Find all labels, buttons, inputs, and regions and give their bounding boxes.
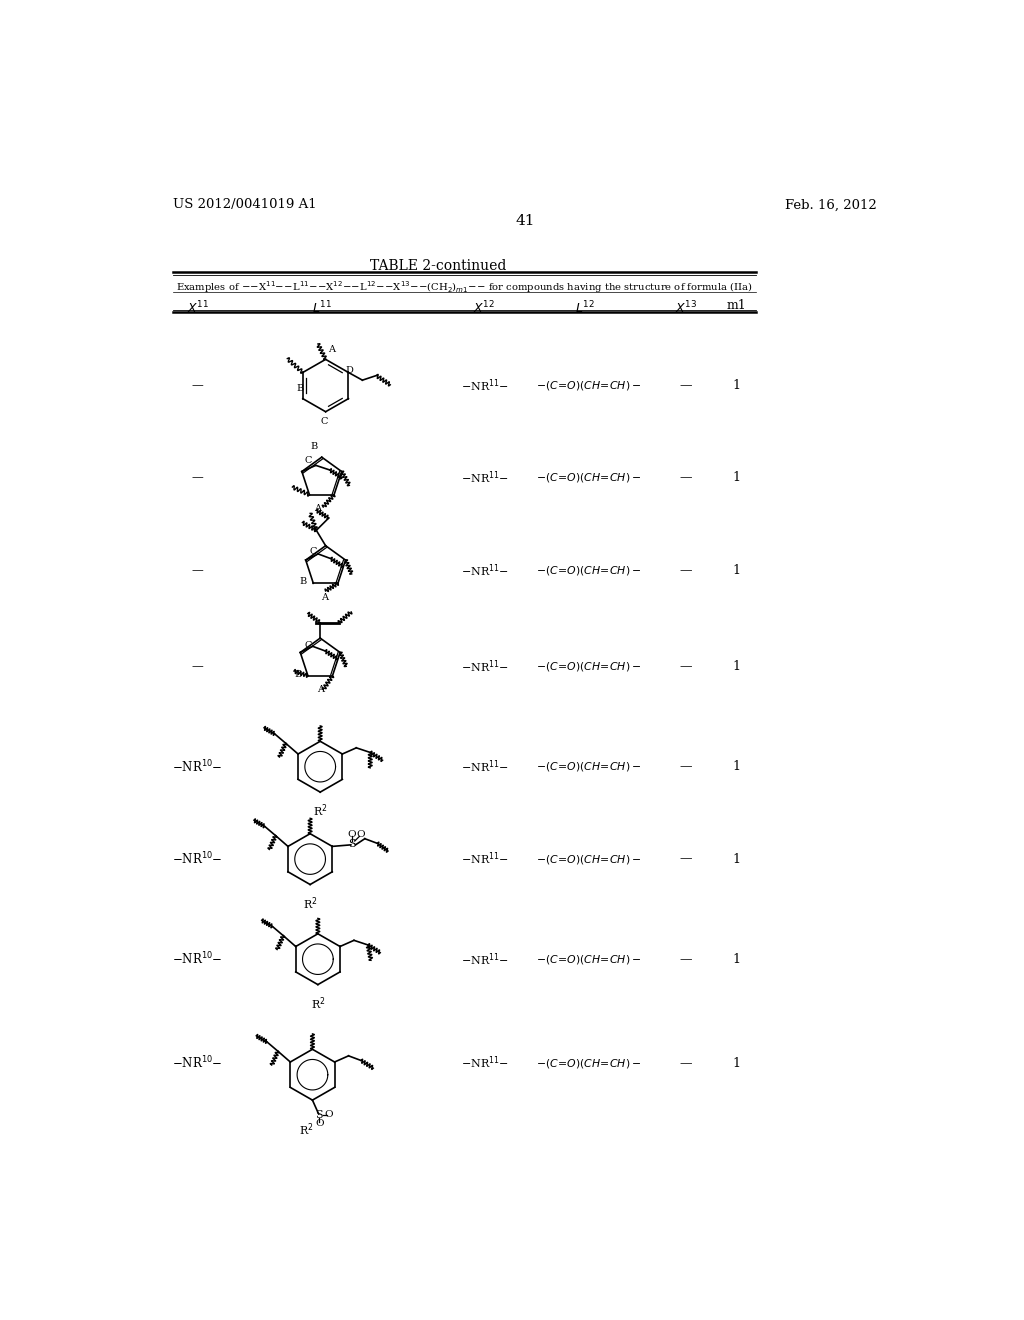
Text: A: A [316, 685, 324, 694]
Text: $-(C\!=\!O)(CH\!=\!CH)-$: $-(C\!=\!O)(CH\!=\!CH)-$ [537, 1056, 642, 1069]
Text: —: — [680, 564, 692, 577]
Text: A: A [314, 504, 322, 513]
Text: S: S [315, 1110, 324, 1119]
Text: B: B [300, 577, 307, 586]
Text: $L^{11}$: $L^{11}$ [311, 300, 332, 315]
Text: —: — [680, 1056, 692, 1069]
Text: US 2012/0041019 A1: US 2012/0041019 A1 [173, 198, 316, 211]
Text: $-(C\!=\!O)(CH\!=\!CH)-$: $-(C\!=\!O)(CH\!=\!CH)-$ [537, 379, 642, 392]
Text: —: — [191, 379, 204, 392]
Text: —: — [680, 660, 692, 673]
Text: R$^2$: R$^2$ [299, 1122, 313, 1138]
Text: O: O [325, 1110, 333, 1119]
Text: $X^{11}$: $X^{11}$ [186, 300, 209, 315]
Text: $-$NR$^{11}$$-$: $-$NR$^{11}$$-$ [461, 470, 509, 486]
Text: $L^{12}$: $L^{12}$ [575, 300, 595, 315]
Text: —: — [680, 853, 692, 866]
Text: 1: 1 [732, 853, 740, 866]
Text: $-(C\!=\!O)(CH\!=\!CH)-$: $-(C\!=\!O)(CH\!=\!CH)-$ [537, 471, 642, 484]
Text: A: A [321, 593, 328, 602]
Text: m1: m1 [726, 300, 746, 313]
Text: C: C [304, 457, 311, 466]
Text: $-(C\!=\!O)(CH\!=\!CH)-$: $-(C\!=\!O)(CH\!=\!CH)-$ [537, 853, 642, 866]
Text: 1: 1 [732, 660, 740, 673]
Text: $-$NR$^{10}$$-$: $-$NR$^{10}$$-$ [172, 851, 223, 867]
Text: $X^{12}$: $X^{12}$ [473, 300, 496, 315]
Text: $-$NR$^{11}$$-$: $-$NR$^{11}$$-$ [461, 950, 509, 968]
Text: $-(C\!=\!O)(CH\!=\!CH)-$: $-(C\!=\!O)(CH\!=\!CH)-$ [537, 564, 642, 577]
Text: 1: 1 [732, 471, 740, 484]
Text: A: A [329, 345, 335, 354]
Text: —: — [191, 564, 204, 577]
Text: —: — [191, 471, 204, 484]
Text: O: O [315, 1119, 324, 1129]
Text: C: C [304, 642, 311, 651]
Text: C: C [321, 417, 328, 426]
Text: R$^2$: R$^2$ [313, 803, 328, 820]
Text: —: — [191, 660, 204, 673]
Text: $-$NR$^{10}$$-$: $-$NR$^{10}$$-$ [172, 950, 223, 968]
Text: $-$NR$^{11}$$-$: $-$NR$^{11}$$-$ [461, 851, 509, 867]
Text: $-$NR$^{11}$$-$: $-$NR$^{11}$$-$ [461, 378, 509, 393]
Text: B: B [295, 669, 302, 678]
Text: —: — [680, 379, 692, 392]
Text: $-$NR$^{11}$$-$: $-$NR$^{11}$$-$ [461, 562, 509, 578]
Text: Feb. 16, 2012: Feb. 16, 2012 [785, 198, 877, 211]
Text: 1: 1 [732, 953, 740, 966]
Text: $-$NR$^{11}$$-$: $-$NR$^{11}$$-$ [461, 659, 509, 675]
Text: O: O [356, 829, 366, 838]
Text: $-$NR$^{11}$$-$: $-$NR$^{11}$$-$ [461, 759, 509, 775]
Text: —: — [680, 471, 692, 484]
Text: R$^2$: R$^2$ [303, 895, 317, 912]
Text: 41: 41 [515, 214, 535, 228]
Text: 1: 1 [732, 760, 740, 774]
Text: $-(C\!=\!O)(CH\!=\!CH)-$: $-(C\!=\!O)(CH\!=\!CH)-$ [537, 953, 642, 966]
Text: D: D [345, 367, 353, 375]
Text: B: B [310, 442, 317, 451]
Text: TABLE 2-continued: TABLE 2-continued [370, 259, 506, 272]
Text: $-$NR$^{11}$$-$: $-$NR$^{11}$$-$ [461, 1055, 509, 1072]
Text: $-(C\!=\!O)(CH\!=\!CH)-$: $-(C\!=\!O)(CH\!=\!CH)-$ [537, 760, 642, 774]
Text: $-(C\!=\!O)(CH\!=\!CH)-$: $-(C\!=\!O)(CH\!=\!CH)-$ [537, 660, 642, 673]
Text: 1: 1 [732, 379, 740, 392]
Text: —: — [680, 760, 692, 774]
Text: $-$NR$^{10}$$-$: $-$NR$^{10}$$-$ [172, 1055, 223, 1072]
Text: R$^2$: R$^2$ [310, 995, 326, 1012]
Text: C: C [309, 548, 317, 556]
Text: S: S [348, 840, 355, 849]
Text: $X^{13}$: $X^{13}$ [675, 300, 697, 315]
Text: B: B [296, 384, 303, 393]
Text: Examples of $-\!-\!$X$^{11}$$-\!-\!$L$^{11}$$-\!-\!$X$^{12}$$-\!-\!$L$^{12}$$-\!: Examples of $-\!-\!$X$^{11}$$-\!-\!$L$^{… [176, 280, 753, 296]
Text: 1: 1 [732, 564, 740, 577]
Text: —: — [680, 953, 692, 966]
Text: O: O [347, 829, 356, 838]
Text: 1: 1 [732, 1056, 740, 1069]
Text: $-$NR$^{10}$$-$: $-$NR$^{10}$$-$ [172, 759, 223, 775]
